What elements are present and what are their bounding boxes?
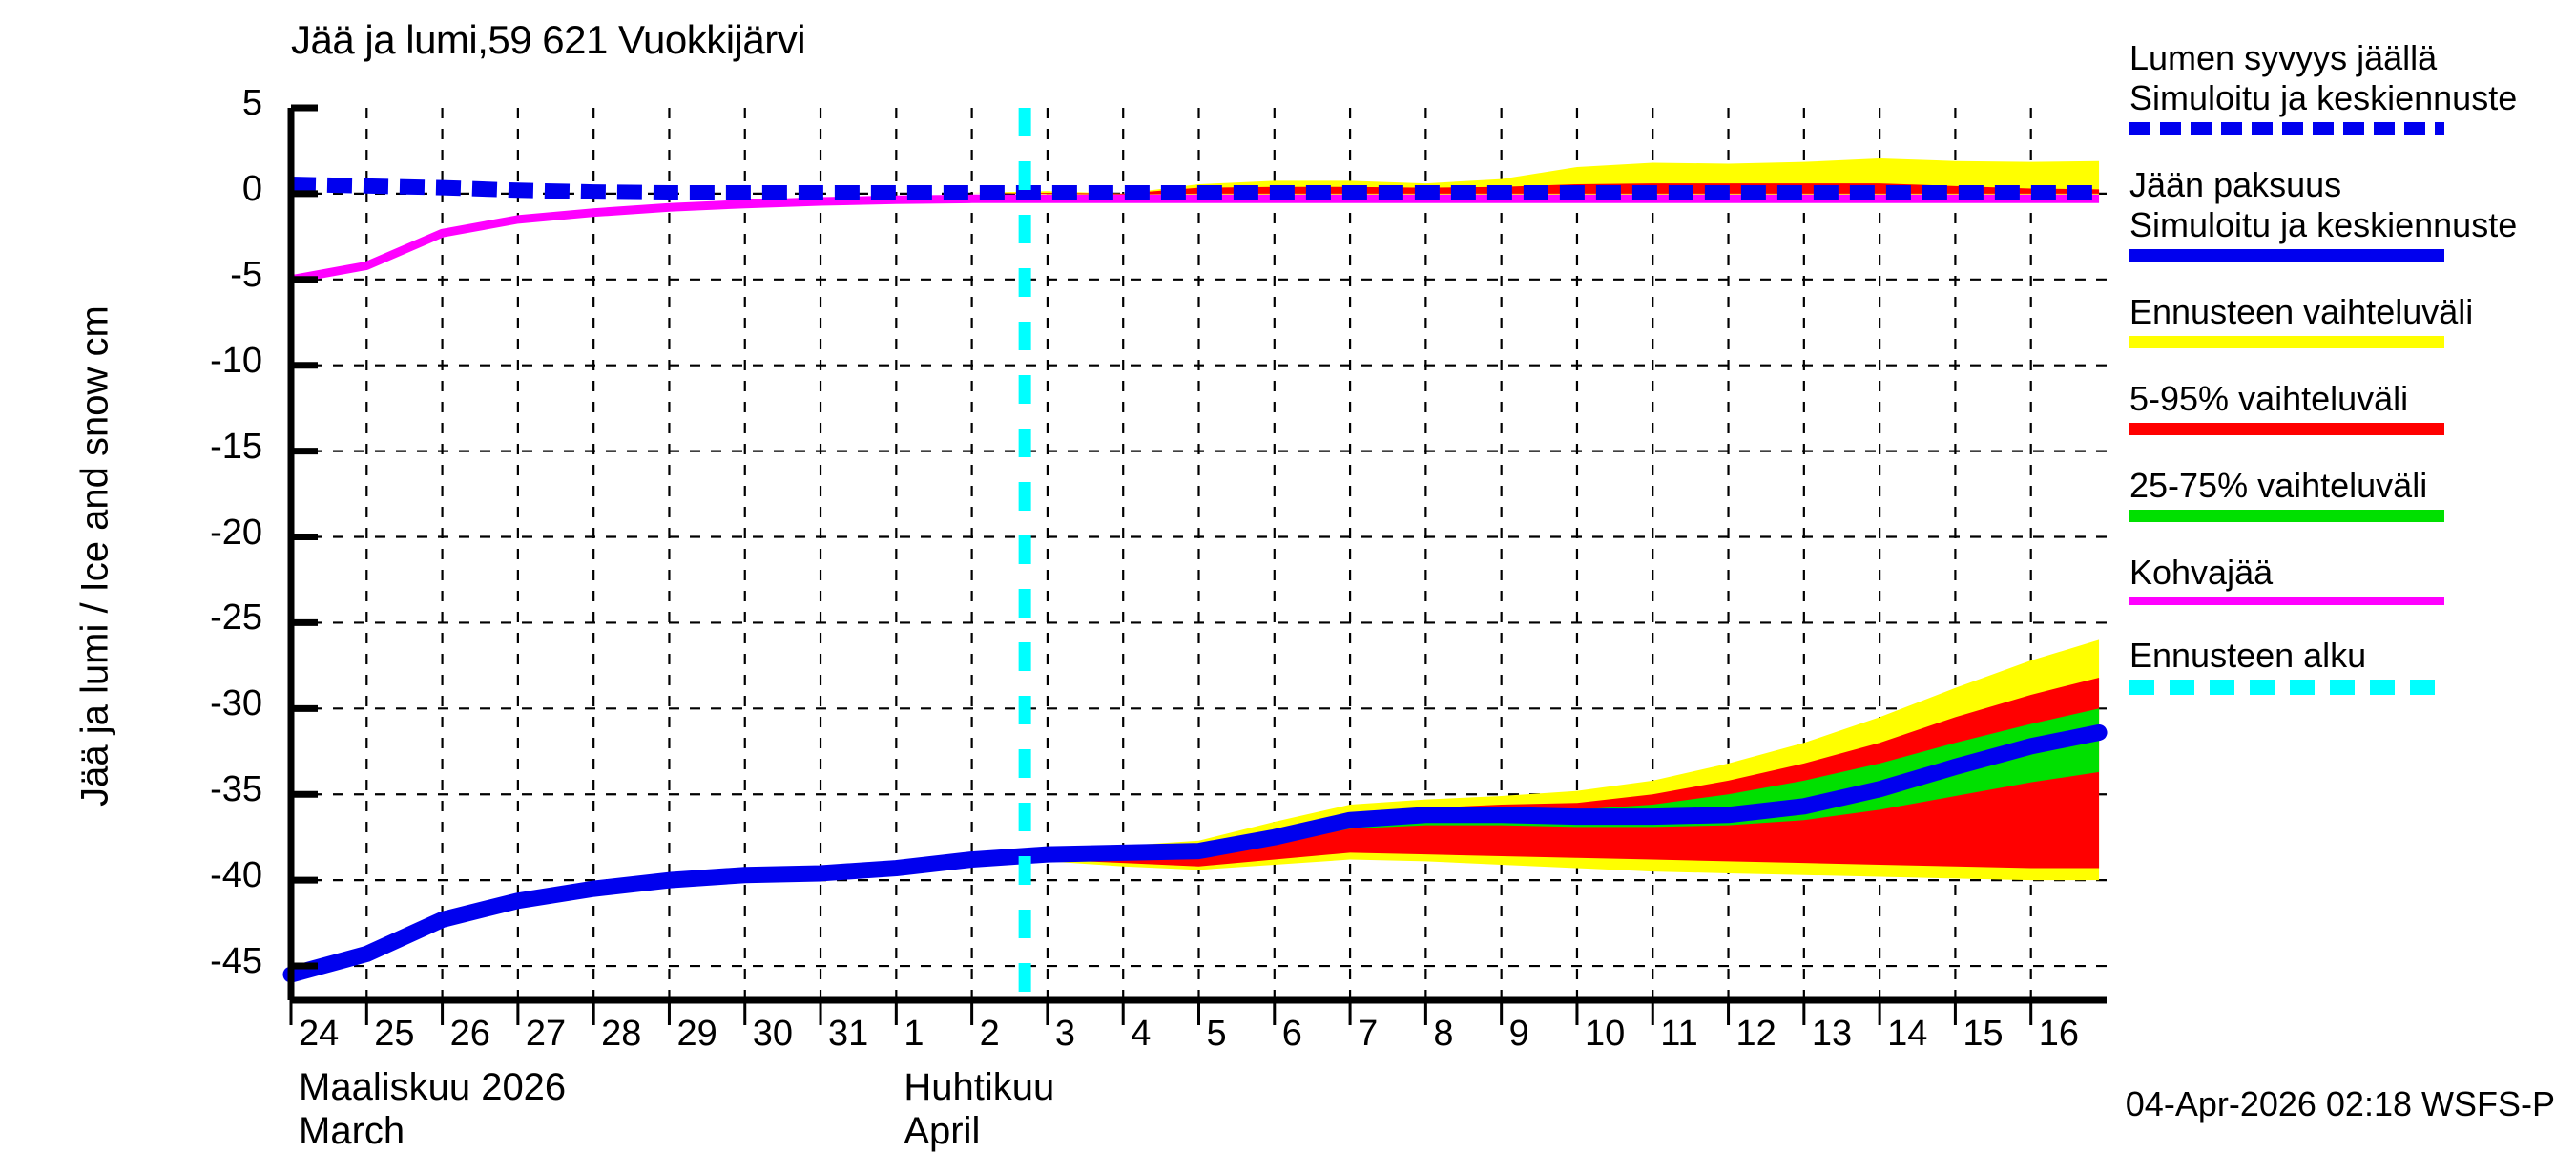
x-axis-tick-label: 27 <box>525 1014 567 1054</box>
legend-entry: Lumen syvyys jäällä Simuloitu ja keskienn… <box>2129 38 2576 135</box>
month-label-en: March <box>299 1110 405 1152</box>
data-series-layer <box>282 177 2108 983</box>
x-axis-tick-label: 8 <box>1433 1014 1454 1054</box>
legend-entry: Ennusteen vaihteluväli <box>2129 292 2576 348</box>
legend-spacer <box>2129 528 2576 553</box>
month-label-fi: Huhtikuu <box>904 1066 1055 1108</box>
x-axis-tick-label: 30 <box>752 1014 794 1054</box>
legend-swatch-solid-red <box>2129 423 2444 435</box>
y-axis-tick-label: -30 <box>210 683 262 724</box>
y-axis-tick-label: -15 <box>210 426 262 467</box>
x-axis-tick-label: 7 <box>1358 1014 1379 1054</box>
y-axis-tick-label: -45 <box>210 941 262 982</box>
x-axis-tick-label: 16 <box>2038 1014 2079 1054</box>
legend-swatch-dashed-blue <box>2129 122 2444 135</box>
legend: Lumen syvyys jäällä Simuloitu ja keskienn… <box>2129 38 2576 725</box>
y-axis-tick-label: 5 <box>241 83 262 123</box>
legend-swatch-solid-blue <box>2129 249 2444 262</box>
legend-label-secondary: Simuloitu ja keskiennuste <box>2129 78 2518 117</box>
x-axis-tick-label: 2 <box>979 1014 1000 1054</box>
y-axis-tick-label: -5 <box>230 254 262 295</box>
legend-entry: Jään paksuus Simuloitu ja keskiennuste <box>2129 165 2576 262</box>
legend-swatch-solid-yellow <box>2129 336 2444 348</box>
legend-spacer <box>2129 611 2576 636</box>
footer-timestamp: 04-Apr-2026 02:18 WSFS-P <box>2125 1084 2555 1123</box>
legend-spacer <box>2129 701 2576 725</box>
legend-entry: Ennusteen alku <box>2129 636 2576 695</box>
legend-entry: 5-95% vaihteluväli <box>2129 379 2576 435</box>
y-axis-tick-label: -20 <box>210 512 262 553</box>
chart-title: Jää ja lumi,59 621 Vuokkijärvi <box>291 17 806 62</box>
x-axis-tick-label: 31 <box>828 1014 869 1054</box>
x-axis-tick-label: 24 <box>299 1014 340 1054</box>
y-axis-tick-label: -40 <box>210 855 262 896</box>
legend-label-primary: 25-75% vaihteluväli <box>2129 466 2428 505</box>
legend-swatch-dashed-cyan <box>2129 680 2444 695</box>
legend-spacer <box>2129 354 2576 379</box>
x-axis-tick-label: 12 <box>1735 1014 1776 1054</box>
legend-spacer <box>2129 140 2576 165</box>
legend-label-primary: Lumen syvyys jäällä <box>2129 38 2438 77</box>
x-axis-tick-label: 5 <box>1206 1014 1227 1054</box>
x-axis-tick-label: 13 <box>1811 1014 1853 1054</box>
x-axis-tick-label: 3 <box>1054 1014 1076 1054</box>
x-axis-tick-label: 10 <box>1584 1014 1626 1054</box>
y-axis-tick-label: -25 <box>210 597 262 639</box>
legend-spacer <box>2129 267 2576 292</box>
x-axis-tick-label: 9 <box>1508 1014 1529 1054</box>
legend-label-primary: Jään paksuus <box>2129 165 2342 204</box>
legend-entry: Kohvajää <box>2129 553 2576 605</box>
legend-swatch-solid-magenta <box>2129 597 2444 605</box>
legend-label-primary: Ennusteen alku <box>2129 636 2367 675</box>
legend-swatch-solid-green <box>2129 510 2444 522</box>
legend-entry: 25-75% vaihteluväli <box>2129 466 2576 522</box>
y-axis-tick-label: -10 <box>210 340 262 381</box>
x-axis-tick-label: 29 <box>676 1014 717 1054</box>
legend-label-primary: Ennusteen vaihteluväli <box>2129 292 2474 331</box>
x-axis-tick-label: 6 <box>1281 1014 1302 1054</box>
x-axis-tick-label: 11 <box>1660 1014 1698 1054</box>
x-axis-tick-label: 25 <box>374 1014 415 1054</box>
month-label-en: April <box>904 1110 981 1152</box>
x-axis-tick-label: 28 <box>601 1014 642 1054</box>
legend-label-secondary: Simuloitu ja keskiennuste <box>2129 205 2518 244</box>
legend-label-primary: 5-95% vaihteluväli <box>2129 379 2409 418</box>
x-axis-tick-label: 14 <box>1887 1014 1928 1054</box>
month-label-fi: Maaliskuu 2026 <box>299 1066 567 1108</box>
tick-mark-layer <box>289 104 2033 1025</box>
x-axis-tick-label: 26 <box>449 1014 490 1054</box>
x-axis-tick-label: 4 <box>1131 1014 1152 1054</box>
x-axis-tick-label: 15 <box>1963 1014 2004 1054</box>
x-axis-tick-label: 1 <box>904 1014 924 1054</box>
x-axis-month-label: Huhtikuu April <box>904 1065 1054 1153</box>
legend-spacer <box>2129 441 2576 466</box>
legend-label-primary: Kohvajää <box>2129 553 2274 592</box>
x-axis-month-label: Maaliskuu 2026 March <box>299 1065 566 1153</box>
y-axis-tick-label: 0 <box>241 168 262 209</box>
y-axis-tick-label: -35 <box>210 769 262 810</box>
